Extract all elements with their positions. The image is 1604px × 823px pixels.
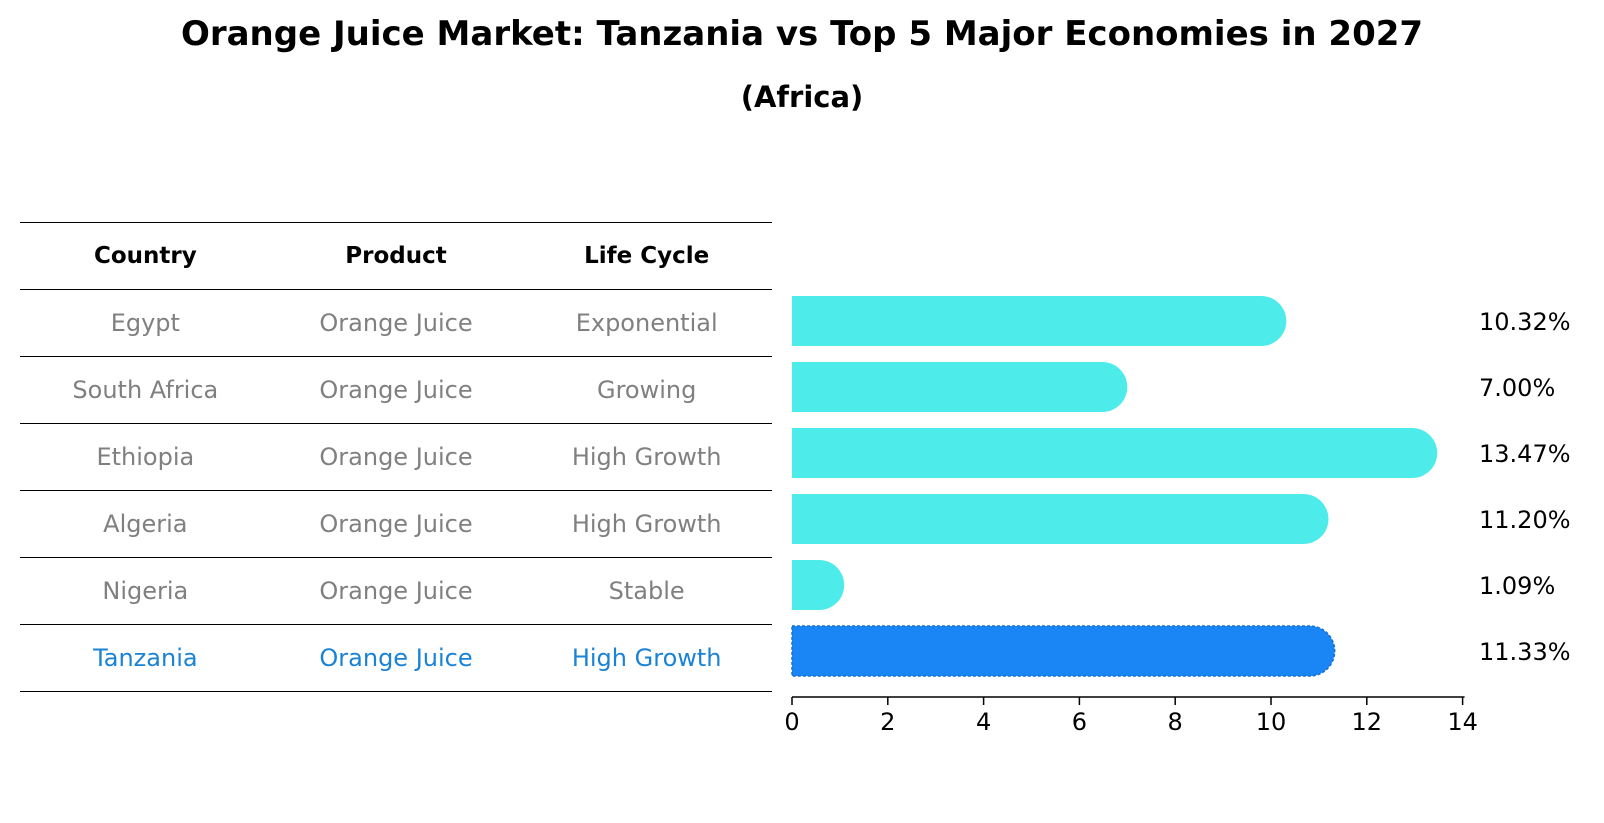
table-row: Nigeria Orange Juice Stable bbox=[20, 558, 772, 625]
table-row-highlighted: Tanzania Orange Juice High Growth bbox=[20, 625, 772, 692]
x-tick-label: 2 bbox=[880, 708, 895, 736]
bar-nigeria bbox=[792, 560, 845, 610]
value-label: 11.20% bbox=[1479, 506, 1571, 534]
bar-tanzania bbox=[791, 625, 1336, 677]
cell-life-cycle: High Growth bbox=[571, 443, 722, 471]
bar-ethiopia bbox=[792, 428, 1438, 478]
cell-product: Orange Juice bbox=[319, 443, 473, 471]
cell-life-cycle: High Growth bbox=[571, 510, 722, 538]
cell-life-cycle: Growing bbox=[596, 376, 697, 404]
table-row: Algeria Orange Juice High Growth bbox=[20, 491, 772, 558]
chart-title: Orange Juice Market: Tanzania vs Top 5 M… bbox=[180, 14, 1424, 54]
x-tick-label: 4 bbox=[976, 708, 991, 736]
header-product: Product bbox=[345, 243, 447, 269]
cell-product: Orange Juice bbox=[319, 644, 473, 672]
cell-product: Orange Juice bbox=[319, 577, 473, 605]
bar-egypt bbox=[792, 296, 1287, 346]
cell-product: Orange Juice bbox=[319, 376, 473, 404]
table-row: Egypt Orange Juice Exponential bbox=[20, 290, 772, 357]
x-tick-label: 10 bbox=[1256, 708, 1287, 736]
cell-life-cycle: High Growth bbox=[571, 644, 722, 672]
comparison-table: Country Product Life Cycle Egypt Orange … bbox=[20, 222, 772, 692]
bar-south-africa bbox=[792, 362, 1128, 412]
value-label: 13.47% bbox=[1479, 440, 1571, 468]
table-row: South Africa Orange Juice Growing bbox=[20, 357, 772, 424]
cell-country: Algeria bbox=[103, 510, 188, 538]
chart-subtitle: (Africa) bbox=[740, 80, 864, 114]
cell-country: Ethiopia bbox=[96, 443, 195, 471]
bar-algeria bbox=[792, 494, 1329, 544]
header-country: Country bbox=[93, 243, 197, 269]
value-label: 10.32% bbox=[1479, 308, 1571, 336]
value-label: 11.33% bbox=[1479, 638, 1571, 666]
table-header-row: Country Product Life Cycle bbox=[20, 222, 772, 290]
x-tick-label: 6 bbox=[1072, 708, 1087, 736]
cell-country: South Africa bbox=[72, 376, 219, 404]
cell-product: Orange Juice bbox=[319, 510, 473, 538]
cell-country: Tanzania bbox=[93, 644, 198, 672]
table-row: Ethiopia Orange Juice High Growth bbox=[20, 424, 772, 491]
header-life-cycle: Life Cycle bbox=[584, 243, 710, 269]
cell-country: Nigeria bbox=[102, 577, 189, 605]
cell-life-cycle: Stable bbox=[608, 577, 685, 605]
cell-country: Egypt bbox=[110, 309, 180, 337]
x-tick-label: 0 bbox=[784, 708, 799, 736]
value-label: 7.00% bbox=[1479, 374, 1555, 402]
cell-life-cycle: Exponential bbox=[575, 309, 718, 337]
x-tick-label: 8 bbox=[1168, 708, 1183, 736]
x-tick-label: 12 bbox=[1352, 708, 1383, 736]
cell-product: Orange Juice bbox=[319, 309, 473, 337]
x-tick-label: 14 bbox=[1447, 708, 1478, 736]
value-label: 1.09% bbox=[1479, 572, 1555, 600]
